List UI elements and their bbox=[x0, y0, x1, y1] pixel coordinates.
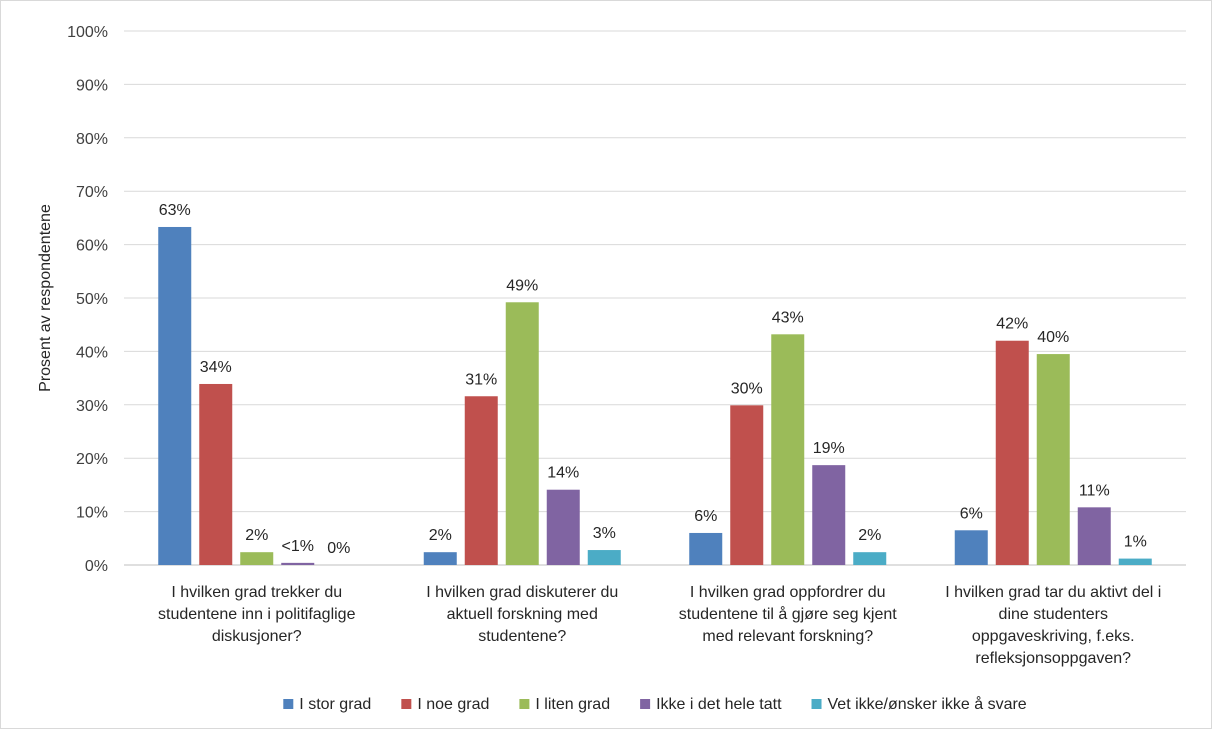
legend-item: I stor grad bbox=[283, 696, 371, 713]
legend-label: Vet ikke/ønsker ikke å svare bbox=[828, 695, 1027, 713]
legend-label: I liten grad bbox=[535, 696, 610, 713]
bar bbox=[423, 552, 457, 565]
legend-swatch bbox=[811, 699, 822, 709]
legend-label: Ikke i det hele tatt bbox=[656, 696, 782, 713]
data-label: 31% bbox=[465, 371, 497, 388]
y-tick-label: 40% bbox=[76, 344, 108, 361]
bar bbox=[812, 465, 846, 565]
y-tick-label: 90% bbox=[76, 77, 108, 94]
legend: I stor grad I noe grad I liten grad Ikke i … bbox=[283, 695, 1027, 713]
bar bbox=[730, 405, 764, 565]
bar bbox=[1036, 354, 1070, 565]
data-label: 1% bbox=[1124, 534, 1147, 551]
legend-item: I noe grad bbox=[401, 696, 489, 713]
bar bbox=[587, 550, 621, 565]
data-label: 2% bbox=[858, 527, 881, 544]
bar bbox=[689, 532, 723, 565]
data-label: 3% bbox=[593, 525, 616, 542]
data-label: 6% bbox=[694, 508, 717, 525]
y-tick-label: 70% bbox=[76, 184, 108, 201]
legend-swatch bbox=[640, 699, 651, 709]
data-label: 49% bbox=[506, 277, 538, 294]
y-tick-label: 100% bbox=[67, 24, 108, 41]
category-label: I hvilken grad oppfordrer du studentene t… bbox=[679, 584, 897, 645]
bar bbox=[158, 226, 192, 565]
data-label: 2% bbox=[245, 527, 268, 544]
data-label: 63% bbox=[159, 202, 191, 219]
bar bbox=[1118, 558, 1152, 565]
data-label: 34% bbox=[200, 359, 232, 376]
legend-label: I stor grad bbox=[299, 696, 371, 713]
y-axis-ticks: 0% 10% 20% 30% 40% 50% 60% 70% 80% 90% 100% bbox=[67, 24, 108, 575]
bars bbox=[158, 226, 1152, 565]
gridlines bbox=[124, 30, 1186, 566]
data-labels: 63% 2% 6% 6% 34% 31% 30% 42% 2% 49% 43% 40% <1% 14% 19… bbox=[159, 202, 1147, 557]
y-tick-label: 50% bbox=[76, 291, 108, 308]
data-label: 2% bbox=[429, 527, 452, 544]
legend-swatch bbox=[283, 699, 294, 709]
data-label: 19% bbox=[813, 440, 845, 457]
legend-item: Ikke i det hele tatt bbox=[640, 696, 782, 713]
y-tick-label: 30% bbox=[76, 398, 108, 415]
bar bbox=[546, 489, 580, 565]
bar bbox=[1077, 507, 1111, 565]
bar bbox=[771, 334, 805, 565]
data-label: 6% bbox=[960, 505, 983, 522]
y-tick-label: 20% bbox=[76, 451, 108, 468]
legend-label: I noe grad bbox=[417, 696, 489, 713]
legend-swatch bbox=[401, 699, 412, 709]
data-label: 11% bbox=[1079, 482, 1110, 499]
bar bbox=[995, 340, 1029, 565]
y-axis-title: Prosent av respondentene bbox=[37, 204, 54, 392]
legend-item: Vet ikke/ønsker ikke å svare bbox=[811, 695, 1027, 713]
legend-swatch bbox=[519, 699, 530, 709]
bar bbox=[954, 530, 988, 565]
bar bbox=[853, 552, 887, 565]
y-tick-label: 10% bbox=[76, 505, 108, 522]
bar bbox=[199, 383, 233, 565]
data-label: 43% bbox=[772, 309, 804, 326]
data-label: 30% bbox=[731, 380, 763, 397]
bar bbox=[505, 302, 539, 565]
data-label: 0% bbox=[327, 540, 350, 557]
data-label: 42% bbox=[996, 316, 1028, 333]
category-label: I hvilken grad trekker du studentene inn … bbox=[158, 584, 356, 645]
data-label: 14% bbox=[547, 465, 579, 482]
bar bbox=[464, 396, 498, 565]
bar bbox=[281, 562, 315, 565]
category-label: I hvilken grad tar du aktivt del i dine s… bbox=[945, 584, 1161, 667]
category-label: I hvilken grad diskuterer du aktuell fors… bbox=[426, 584, 618, 645]
data-label: 40% bbox=[1037, 329, 1069, 346]
legend-item: I liten grad bbox=[519, 696, 610, 713]
data-label: <1% bbox=[282, 538, 314, 555]
y-tick-label: 80% bbox=[76, 131, 108, 148]
category-labels: I hvilken grad trekker du studentene inn … bbox=[158, 584, 1161, 667]
y-tick-label: 60% bbox=[76, 238, 108, 255]
bar bbox=[240, 552, 274, 565]
y-tick-label: 0% bbox=[85, 558, 108, 575]
